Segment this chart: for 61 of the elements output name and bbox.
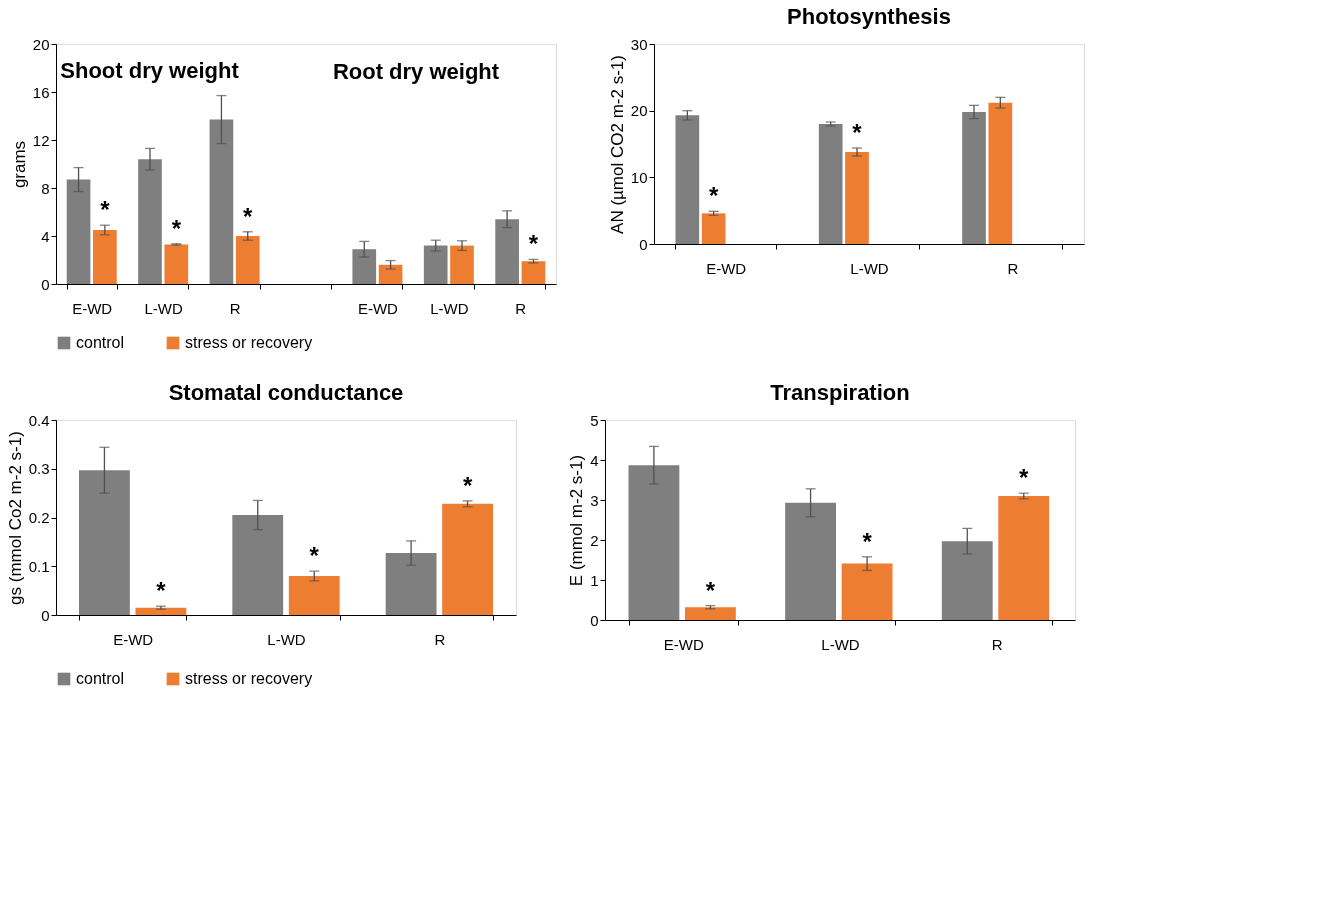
legend-label: stress or recovery bbox=[185, 670, 313, 687]
x-tick-label: L-WD bbox=[821, 635, 860, 653]
y-axis-title: AN (µmol CO2 m-2 s-1) bbox=[607, 55, 627, 234]
x-tick-label: L-WD bbox=[267, 630, 306, 648]
data-label: * bbox=[705, 576, 716, 604]
y-tick-label: 0.3 bbox=[28, 460, 50, 478]
y-tick-label: 5 bbox=[590, 411, 599, 429]
y-tick-label: 30 bbox=[630, 35, 648, 53]
legend-label: control bbox=[76, 334, 125, 351]
chart-title: Stomatal conductance bbox=[168, 380, 404, 405]
data-label: * bbox=[1019, 464, 1030, 492]
x-tick-label: E-WD bbox=[357, 299, 399, 317]
y-tick-label: 0.1 bbox=[28, 557, 50, 575]
x-tick-label: R bbox=[1007, 259, 1019, 277]
y-tick-label: 4 bbox=[41, 227, 50, 245]
x-tick-label: L-WD bbox=[144, 299, 183, 317]
y-tick-label: 12 bbox=[32, 131, 50, 149]
data-label: * bbox=[528, 230, 539, 258]
x-tick-label: R bbox=[229, 299, 241, 317]
y-axis-title: gs (mmol Co2 m-2 s-1) bbox=[5, 431, 25, 605]
data-label: * bbox=[243, 202, 254, 230]
x-tick-label: L-WD bbox=[430, 299, 469, 317]
y-axis-title: grams bbox=[9, 140, 29, 189]
x-tick-label: E-WD bbox=[113, 630, 154, 648]
data-label: * bbox=[100, 196, 111, 224]
y-axis-title: E (mmol m-2 s-1) bbox=[567, 454, 587, 587]
chart-title: Photosynthesis bbox=[787, 4, 951, 29]
x-tick-label: E-WD bbox=[663, 635, 704, 653]
x-tick-label: L-WD bbox=[850, 259, 889, 277]
y-tick-label: 0.2 bbox=[28, 509, 50, 526]
y-tick-label: 1 bbox=[590, 571, 599, 589]
y-tick-label: 0 bbox=[41, 606, 50, 624]
y-tick-label: 0 bbox=[590, 611, 599, 629]
y-tick-label: 2 bbox=[590, 531, 599, 549]
y-tick-label: 10 bbox=[630, 168, 648, 186]
y-tick-label: 16 bbox=[32, 83, 50, 101]
y-tick-label: 20 bbox=[630, 102, 648, 120]
annotation: Root dry weight bbox=[332, 59, 500, 84]
y-tick-label: 3 bbox=[590, 491, 599, 509]
y-tick-label: 0 bbox=[639, 235, 648, 253]
y-tick-label: 4 bbox=[590, 451, 599, 469]
legend-label: stress or recovery bbox=[185, 334, 313, 351]
data-label: * bbox=[708, 182, 719, 210]
x-tick-label: E-WD bbox=[706, 259, 747, 277]
text: Shoot dry weight bbox=[60, 58, 240, 83]
data-label: * bbox=[156, 577, 167, 605]
y-tick-label: 0 bbox=[41, 275, 50, 293]
y-tick-label: 8 bbox=[41, 179, 50, 197]
data-label: * bbox=[171, 214, 182, 242]
data-label: * bbox=[862, 527, 873, 555]
x-tick-label: R bbox=[515, 299, 527, 317]
y-tick-label: 20 bbox=[32, 35, 50, 53]
x-tick-label: R bbox=[434, 630, 446, 648]
y-tick-label: 0.4 bbox=[28, 411, 50, 429]
legend-label: control bbox=[76, 670, 125, 687]
data-label: * bbox=[462, 471, 473, 499]
chart-title: Transpiration bbox=[770, 380, 910, 405]
x-tick-label: R bbox=[991, 635, 1003, 653]
x-tick-label: E-WD bbox=[72, 299, 113, 317]
data-label: * bbox=[309, 542, 320, 570]
data-label: * bbox=[852, 119, 863, 146]
